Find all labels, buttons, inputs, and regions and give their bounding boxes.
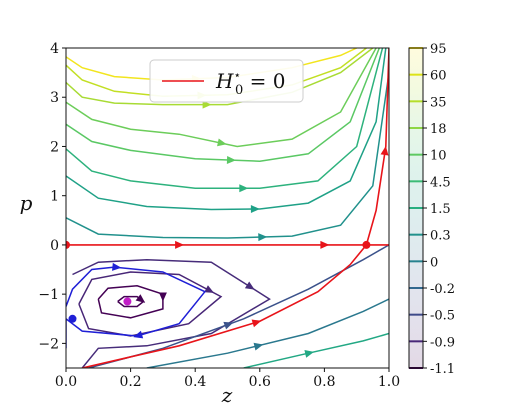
fixed-point-1 xyxy=(362,240,371,249)
red-separatrix-line-1 xyxy=(82,48,389,368)
flow-arrow-8 xyxy=(244,281,255,290)
plot-area xyxy=(66,48,389,368)
contour-line-6 xyxy=(66,48,387,211)
y-tick-label: 2 xyxy=(50,139,59,155)
red-separatrix-arrow-0b xyxy=(320,240,330,249)
contour-line-10 xyxy=(97,285,164,319)
colorbar-ticks: 95 60 35 18 10 4.5 1.5 0.3 0 -0.2 -0.5 -0.9 -1.1 xyxy=(423,42,455,377)
flow-arrow-5 xyxy=(239,184,249,193)
contour-line-14 xyxy=(243,332,389,368)
axes-frame xyxy=(65,47,390,369)
flow-arrow-10 xyxy=(158,292,167,302)
contour-line-2 xyxy=(66,48,374,106)
svg-text:H⋆0 = 0: H⋆ 0 = 0 xyxy=(215,68,285,98)
legend-label-main: H xyxy=(215,69,234,93)
x-axis-label: z xyxy=(221,383,233,407)
x-tick-label: 0.0 xyxy=(55,374,77,390)
x-tick-label: 0.6 xyxy=(249,374,271,390)
blue-separatrix-arrow-b xyxy=(133,330,144,339)
contour-line-3 xyxy=(66,48,377,148)
contour-line-13 xyxy=(146,298,389,368)
y-axis-ticks: −2 −1 0 1 2 3 4 xyxy=(38,41,66,352)
y-tick-label: 4 xyxy=(50,41,59,57)
colorbar-tick-label: 18 xyxy=(430,122,447,137)
colorbar-tick-label: -0.9 xyxy=(430,335,455,350)
flow-arrow-3 xyxy=(217,138,227,147)
colorbar-tick-label: -0.2 xyxy=(430,282,455,297)
flow-arrow-14 xyxy=(304,349,315,358)
flow-arrow-11 xyxy=(135,294,146,303)
y-tick-label: 3 xyxy=(50,90,59,106)
colorbar-tick-label: 10 xyxy=(430,149,447,164)
blue-separatrix-line xyxy=(66,266,207,349)
fixed-point-0 xyxy=(66,240,70,249)
flow-arrow-4 xyxy=(226,155,236,164)
y-tick-label: −2 xyxy=(38,336,59,352)
colorbar-tick-label: 0.3 xyxy=(430,229,451,244)
y-tick-label: 1 xyxy=(50,189,59,205)
colorbar-tick-label: 35 xyxy=(430,95,447,110)
legend-box xyxy=(149,59,304,103)
y-tick-label: −1 xyxy=(38,287,59,303)
colorbar-tick-label: -0.5 xyxy=(430,309,455,324)
x-tick-label: 1.0 xyxy=(378,374,400,390)
x-tick-label: 0.4 xyxy=(184,374,206,390)
red-separatrix-arrow-0a xyxy=(175,240,185,249)
legend-label-rest: = 0 xyxy=(243,69,285,93)
flow-arrow-13 xyxy=(253,342,264,351)
fixed-point-3 xyxy=(68,314,77,323)
colorbar-tick-label: 95 xyxy=(430,42,447,57)
contour-line-5 xyxy=(66,48,384,190)
flow-arrow-12 xyxy=(223,321,234,330)
legend-label-sub: 0 xyxy=(235,83,243,98)
blue-separatrix-arrow-a xyxy=(112,262,122,271)
legend: H⋆ 0 = 0 xyxy=(149,59,304,103)
red-separatrix-arrow-1a xyxy=(251,319,262,328)
flow-arrow-9 xyxy=(204,285,215,293)
flow-arrow-6 xyxy=(250,205,260,214)
x-axis-ticks: 0.0 0.2 0.4 0.6 0.8 1.0 xyxy=(55,368,400,390)
contour-line-8 xyxy=(72,258,271,368)
x-tick-label: 0.2 xyxy=(119,374,141,390)
colorbar-tick-label: 0 xyxy=(430,255,438,270)
colorbar: 95 60 35 18 10 4.5 1.5 0.3 0 -0.2 -0.5 -0.9 -1.1 xyxy=(408,42,455,377)
red-separatrix-arrow-1b xyxy=(380,146,389,156)
contour-line-9 xyxy=(78,271,223,337)
colorbar-tick-label: 60 xyxy=(430,69,447,84)
flow-arrow-2 xyxy=(202,100,212,109)
legend-label-sup: ⋆ xyxy=(233,68,241,82)
flow-arrow-7 xyxy=(258,233,268,242)
x-tick-label: 0.8 xyxy=(313,374,335,390)
fixed-point-2 xyxy=(123,297,132,306)
colorbar-tick-label: -1.1 xyxy=(430,362,455,377)
colorbar-tick-label: 4.5 xyxy=(430,175,451,190)
y-tick-label: 0 xyxy=(50,238,59,254)
colorbar-tick-label: 1.5 xyxy=(430,202,451,217)
y-axis-label: p xyxy=(20,191,33,215)
